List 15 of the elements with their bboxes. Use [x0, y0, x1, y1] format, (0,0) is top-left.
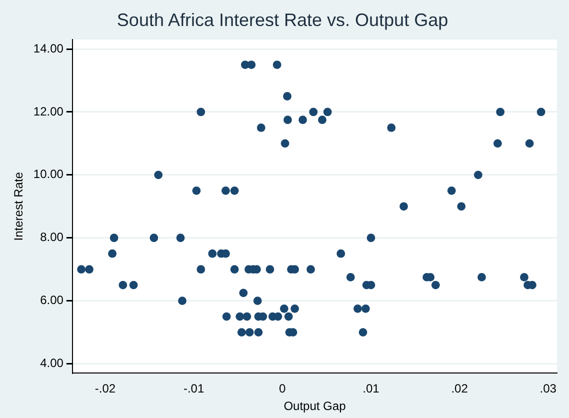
x-tick-label: .01 [362, 382, 380, 396]
x-tick-label: .02 [451, 382, 468, 396]
y-tick-label: 6.00 [40, 293, 64, 308]
y-tick-label: 8.00 [40, 230, 64, 244]
x-tick-label: -.02 [94, 382, 116, 396]
chart-title: South Africa Interest Rate vs. Output Gap [116, 10, 448, 30]
y-tick-label: 10.00 [33, 167, 64, 182]
x-tick-label: 0 [279, 382, 286, 396]
y-tick-label: 14.00 [33, 41, 64, 56]
x-axis-title: Output Gap [284, 399, 346, 414]
y-tick-label: 12.00 [33, 104, 64, 118]
y-axis-title: Interest Rate [12, 172, 26, 241]
x-tick-label: -.01 [183, 382, 204, 396]
y-tick-label: 4.00 [40, 356, 64, 370]
x-tick-label: .03 [540, 382, 557, 396]
